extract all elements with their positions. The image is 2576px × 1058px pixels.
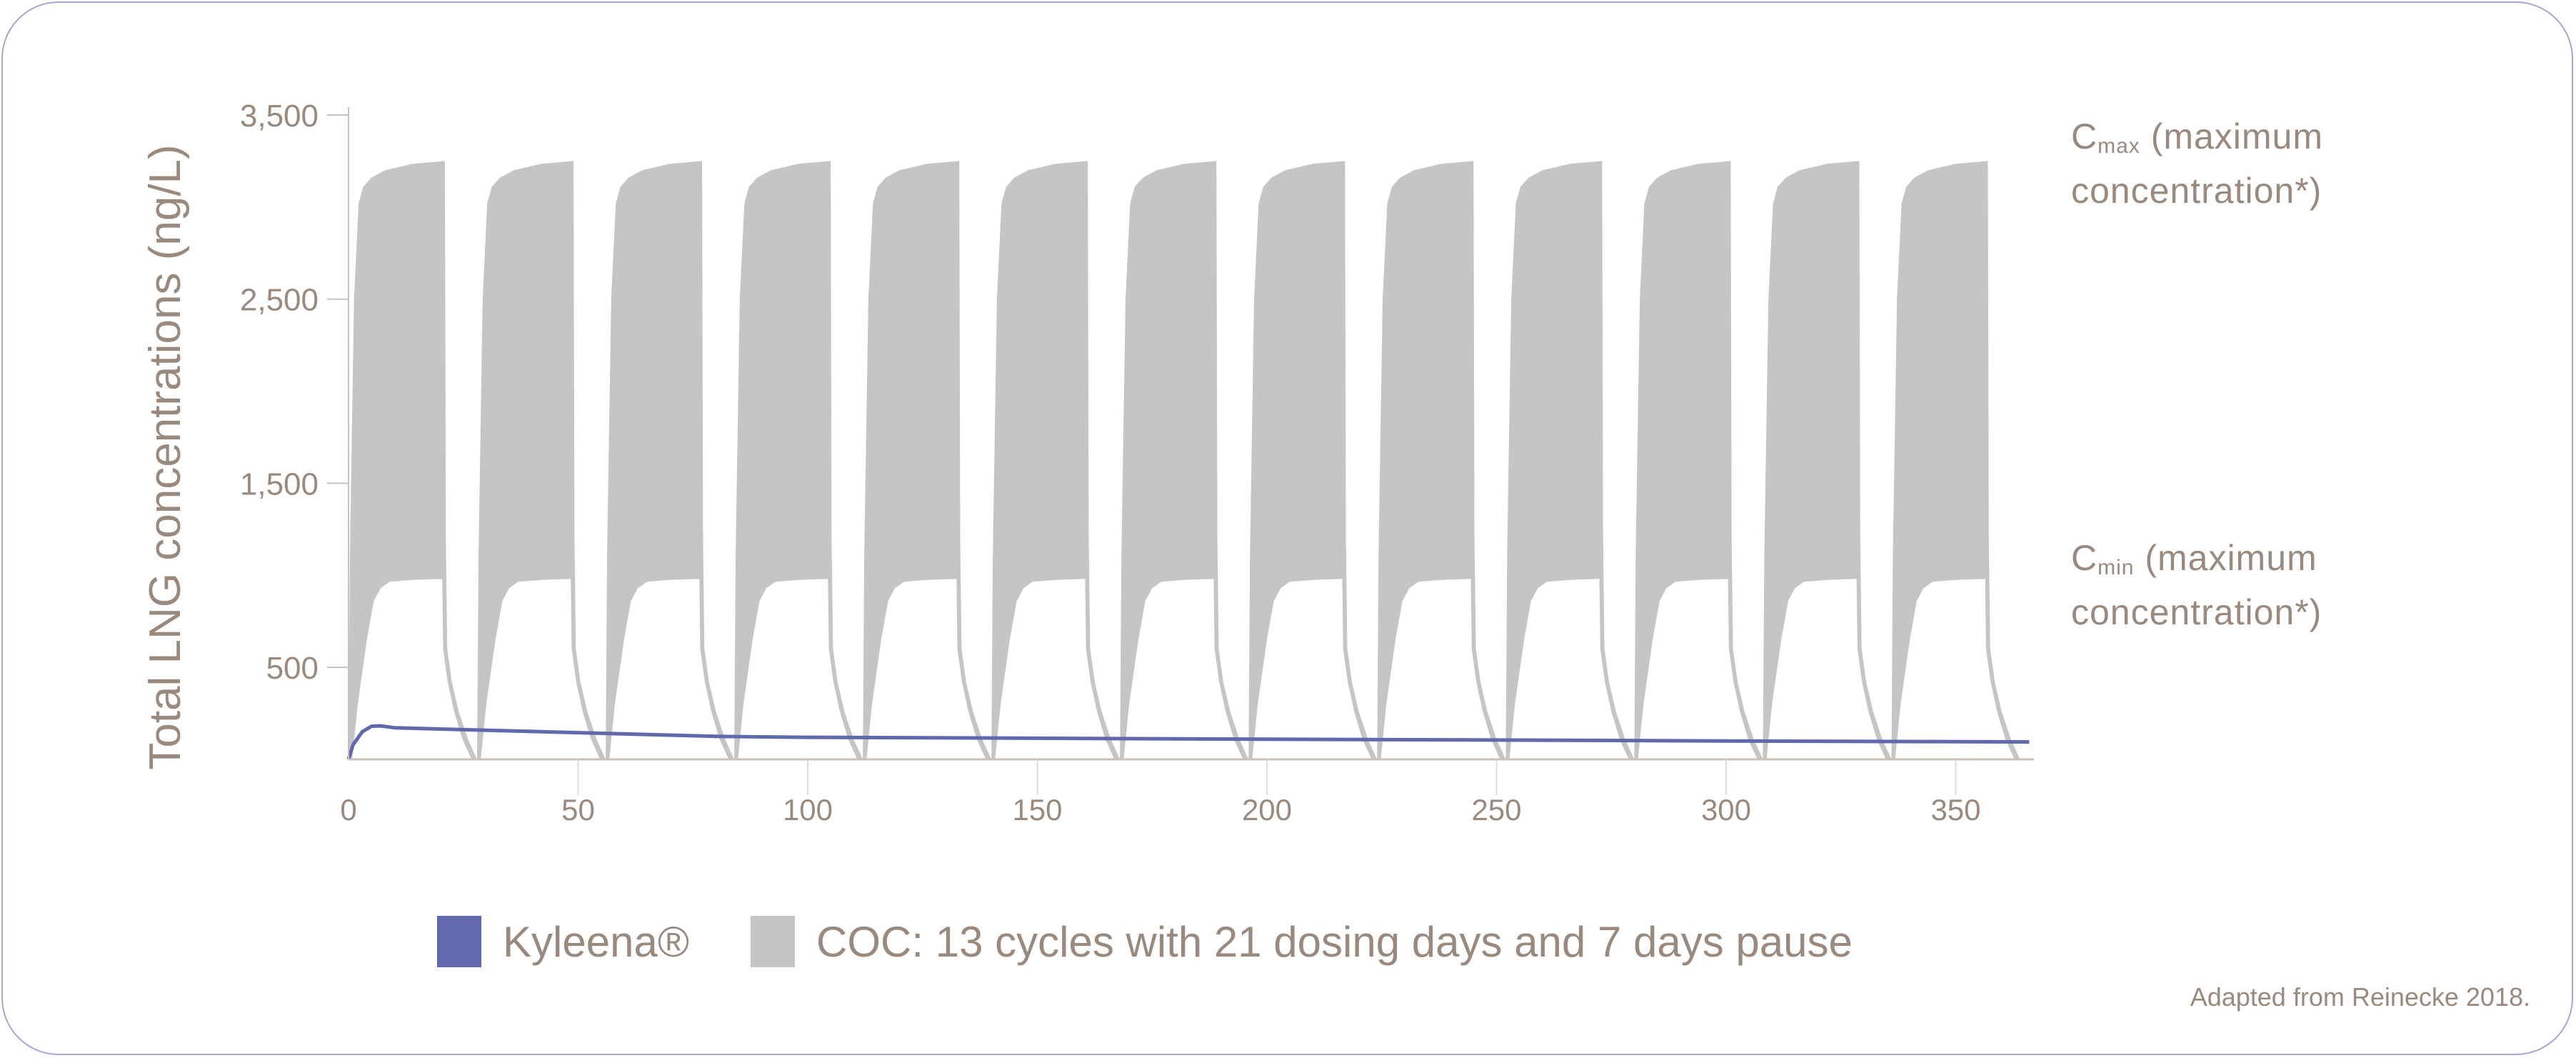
y-tick-label: 500: [266, 651, 319, 686]
cmax-c: C: [2071, 116, 2098, 156]
legend-swatch-kyleena: [437, 916, 481, 967]
x-tick-label: 0: [340, 793, 356, 827]
cmax-sub: max: [2098, 134, 2140, 158]
legend-item-kyleena: Kyleena®: [437, 916, 689, 967]
x-tick-label: 350: [1930, 793, 1980, 827]
x-tick-label: 100: [783, 793, 833, 827]
y-tick-label: 1,500: [240, 466, 319, 501]
y-axis-label: Total LNG concentrations (ng/L): [141, 144, 190, 769]
kyleena-line: [346, 724, 2030, 760]
x-tick-label: 300: [1701, 793, 1751, 827]
coc-cycle-band: [863, 161, 992, 759]
cmin-sub: min: [2098, 556, 2135, 579]
cmax-text-line2: concentration*): [2071, 171, 2322, 211]
legend: Kyleena® COC: 13 cycles with 21 dosing d…: [437, 916, 1914, 967]
cmax-text: (maximum: [2140, 116, 2324, 156]
y-tick-label: 3,500: [240, 99, 319, 134]
cmin-c: C: [2071, 538, 2098, 578]
coc-cycle-band: [477, 161, 606, 759]
x-tick-label: 50: [561, 793, 595, 827]
cmin-text-line2: concentration*): [2071, 592, 2322, 632]
coc-cycle-band: [734, 161, 863, 759]
legend-swatch-coc: [751, 916, 796, 967]
coc-cycle-band: [1248, 161, 1378, 759]
legend-label-kyleena: Kyleena®: [503, 917, 690, 966]
coc-cycle-band: [349, 161, 477, 759]
cmin-annotation: Cmin (maximum concentration*): [2071, 536, 2322, 634]
coc-cycle-band: [991, 161, 1121, 759]
cmin-text: (maximum: [2134, 538, 2317, 578]
source-note: Adapted from Reinecke 2018.: [2190, 982, 2530, 1012]
coc-cycle-band: [1891, 161, 2020, 759]
coc-cycle-band: [1763, 161, 1892, 759]
coc-cycle-band: [1505, 161, 1635, 759]
x-tick-label: 200: [1242, 793, 1292, 827]
coc-cycle-band: [1634, 161, 1763, 759]
x-tick-label: 150: [1012, 793, 1062, 827]
coc-cycle-band: [1377, 161, 1506, 759]
coc-cycle-band: [606, 161, 735, 759]
legend-item-coc: COC: 13 cycles with 21 dosing days and 7…: [751, 916, 1853, 967]
y-tick-label: 2,500: [240, 283, 319, 318]
coc-cycle-band: [1120, 161, 1249, 759]
x-tick-label: 250: [1471, 793, 1521, 827]
cmax-annotation: Cmax (maximum concentration*): [2071, 114, 2323, 213]
legend-label-coc: COC: 13 cycles with 21 dosing days and 7…: [816, 917, 1853, 966]
